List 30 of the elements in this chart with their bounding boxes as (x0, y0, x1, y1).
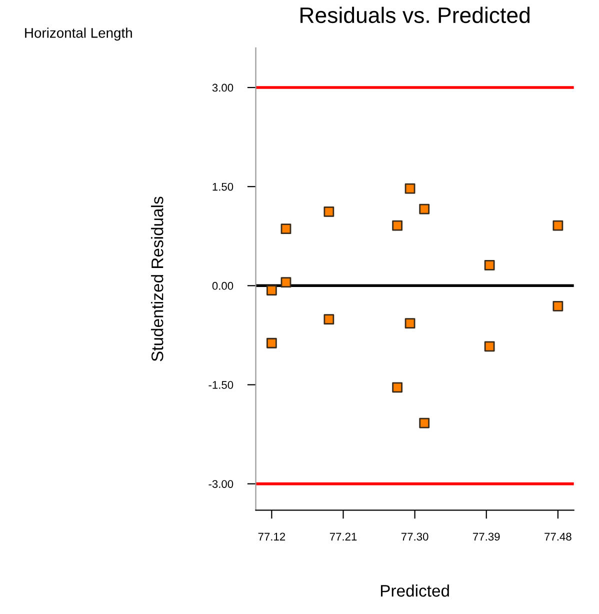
y-axis-title: Studentized Residuals (151, 196, 164, 362)
y-tick-label: -1.50 (208, 381, 234, 389)
x-tick-label: 77.21 (330, 532, 357, 541)
point (266, 285, 277, 296)
text: Horizontal Length (25, 28, 132, 41)
point (404, 183, 416, 194)
point (266, 338, 277, 348)
point (280, 224, 292, 234)
y-tick-label: 3.00 (212, 84, 234, 92)
chart-title: Residuals vs. Predicted (300, 6, 530, 24)
point (324, 206, 334, 217)
x-tick-label: 77.30 (401, 532, 428, 541)
point (404, 318, 416, 329)
x-tick-label: 77.39 (473, 532, 500, 541)
point (324, 314, 334, 325)
point (484, 341, 495, 352)
x-axis-title: Predicted (380, 584, 449, 597)
point (484, 260, 495, 270)
point (392, 382, 403, 393)
point (280, 277, 292, 288)
point (552, 220, 564, 231)
x-tick-label: 77.48 (544, 532, 572, 541)
point (552, 300, 564, 312)
y-tick-label: 0.00 (212, 282, 234, 290)
point (419, 204, 430, 214)
point (419, 418, 430, 428)
y-tick-label: 1.50 (212, 182, 234, 191)
y-tick-label: -3.00 (208, 480, 234, 488)
x-tick-label: 77.12 (258, 532, 286, 541)
point (392, 220, 403, 231)
